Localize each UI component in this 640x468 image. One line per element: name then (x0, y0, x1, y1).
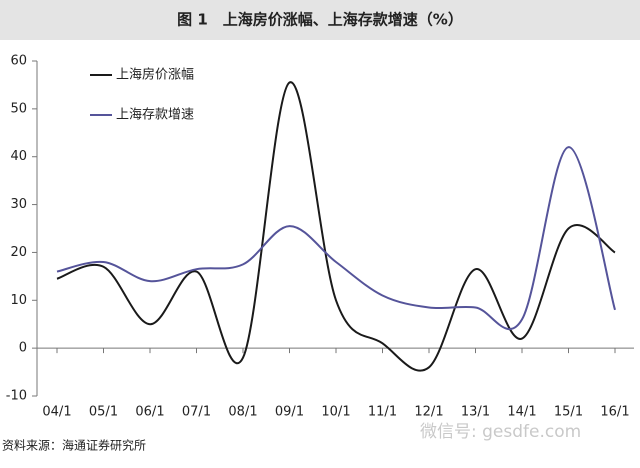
y-tick-label: 10 (10, 293, 27, 308)
x-tick-label: 04/1 (42, 405, 71, 420)
x-tick-label: 07/1 (182, 405, 211, 420)
x-tick-label: 10/1 (321, 405, 350, 420)
y-tick-label: 60 (10, 54, 27, 69)
x-tick-label: 13/1 (461, 405, 490, 420)
series-line (56, 146, 616, 331)
x-tick-label: 08/1 (228, 405, 257, 420)
y-tick-label: 40 (10, 149, 27, 164)
x-tick-label: 15/1 (554, 405, 583, 420)
x-tick-label: 06/1 (135, 405, 164, 420)
chart-title: 图 1 上海房价涨幅、上海存款增速（%） (177, 11, 463, 29)
x-tick-label: 11/1 (368, 405, 397, 420)
x-tick-label: 16/1 (600, 405, 629, 420)
x-tick-label: 14/1 (507, 405, 536, 420)
y-tick-label: -10 (6, 389, 27, 404)
source: 资料来源：海通证券研究所 (2, 438, 146, 453)
x-tick-label: 05/1 (89, 405, 118, 420)
x-tick-label: 09/1 (275, 405, 304, 420)
title-bar (0, 0, 640, 40)
y-tick-label: 20 (10, 245, 27, 260)
legend-label: 上海存款增速 (116, 108, 194, 123)
y-tick-label: 50 (10, 101, 27, 116)
x-tick-label: 12/1 (414, 405, 443, 420)
series-line (56, 81, 616, 372)
watermark: 微信号: gesdfe.com (420, 422, 581, 442)
y-tick-label: 0 (19, 341, 27, 356)
legend-label: 上海房价涨幅 (116, 67, 194, 83)
y-tick-label: 30 (10, 197, 27, 212)
